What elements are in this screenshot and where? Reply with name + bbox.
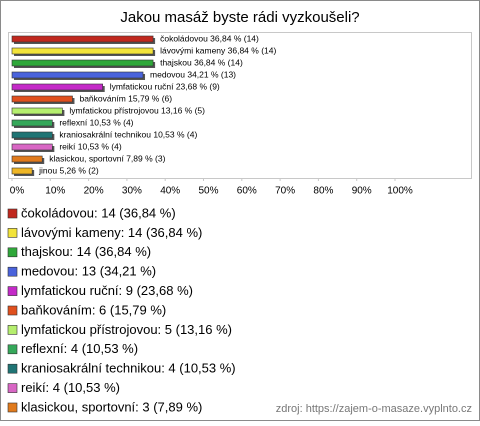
x-tick-label: 90% — [352, 186, 372, 197]
legend-swatch — [7, 363, 18, 374]
legend-swatch — [7, 286, 18, 296]
legend-swatch — [7, 325, 18, 335]
legend-swatch — [7, 247, 18, 258]
bar-label: kraniosakrální technikou 10,53 % (4) — [59, 129, 197, 139]
bar-label: thajskou 36,84 % (14) — [160, 57, 243, 67]
legend-label: kraniosakrální technikou: 4 (10,53 %) — [21, 361, 236, 376]
chart-title: Jakou masáž byste rádi vyzkoušeli? — [120, 9, 359, 26]
x-tick-label: 40% — [160, 186, 180, 197]
legend-label: thajskou: 14 (36,84 %) — [21, 244, 151, 259]
bar-label: reikí 10,53 % (4) — [59, 141, 122, 151]
legend-label: lávovými kameny: 14 (36,84 %) — [21, 225, 202, 240]
legend-label: reikí: 4 (10,53 %) — [21, 380, 120, 395]
legend-swatch — [7, 344, 18, 355]
bar — [11, 155, 43, 163]
legend-swatch — [7, 305, 18, 316]
bar-label: klasickou, sportovní 7,89 % (3) — [49, 153, 165, 163]
bar-label: jinou 5,26 % (2) — [38, 165, 99, 175]
bar — [11, 143, 53, 151]
bar — [11, 119, 53, 127]
bar — [11, 107, 63, 115]
x-tick-label: 0% — [10, 186, 25, 197]
bar — [11, 35, 154, 43]
x-tick-label: 50% — [198, 186, 218, 197]
legend-label: reflexní: 4 (10,53 %) — [21, 341, 138, 356]
plot-area — [8, 32, 472, 179]
legend-label: klasickou, sportovní: 3 (7,89 %) — [21, 399, 202, 414]
bar-label: medovou 34,21 % (13) — [150, 69, 236, 79]
bar-label: lymfatickou ruční 23,68 % (9) — [110, 81, 220, 91]
bar — [11, 95, 73, 103]
legend-label: čokoládovou: 14 (36,84 %) — [21, 205, 176, 220]
bar-label: reflexní 10,53 % (4) — [59, 117, 133, 127]
x-tick-label: 10% — [45, 186, 65, 197]
legend-swatch — [7, 266, 18, 277]
x-tick-label: 60% — [237, 186, 257, 197]
legend-label: baňkováním: 6 (15,79 %) — [21, 302, 166, 317]
x-tick-label: 70% — [275, 186, 295, 197]
x-tick-label: 80% — [313, 186, 333, 197]
bar — [11, 47, 154, 55]
bar — [11, 131, 53, 139]
x-tick-label: 30% — [122, 186, 142, 197]
source: zdroj: https://zajem-o-masaze.vyplnto.cz — [276, 403, 472, 415]
legend-label: medovou: 13 (34,21 %) — [21, 264, 156, 279]
bar — [11, 59, 154, 67]
legend-swatch — [7, 208, 18, 219]
bar-label: lávovými kameny 36,84 % (14) — [160, 45, 276, 55]
x-tick-label: 20% — [84, 186, 104, 197]
bar-label: čokoládovou 36,84 % (14) — [160, 33, 259, 43]
bar — [11, 167, 33, 175]
bar-label: lymfatickou přístrojovou 13,16 % (5) — [69, 105, 205, 115]
x-tick-label: 100% — [387, 186, 413, 197]
bar — [11, 83, 103, 91]
bar — [11, 71, 144, 79]
legend-label: lymfatickou ruční: 9 (23,68 %) — [21, 283, 193, 298]
legend-swatch — [7, 228, 18, 238]
legend-swatch — [7, 402, 18, 413]
bar-label: baňkováním 15,79 % (6) — [79, 93, 172, 103]
legend-swatch — [7, 383, 18, 393]
legend-label: lymfatickou přístrojovou: 5 (13,16 %) — [21, 322, 232, 337]
